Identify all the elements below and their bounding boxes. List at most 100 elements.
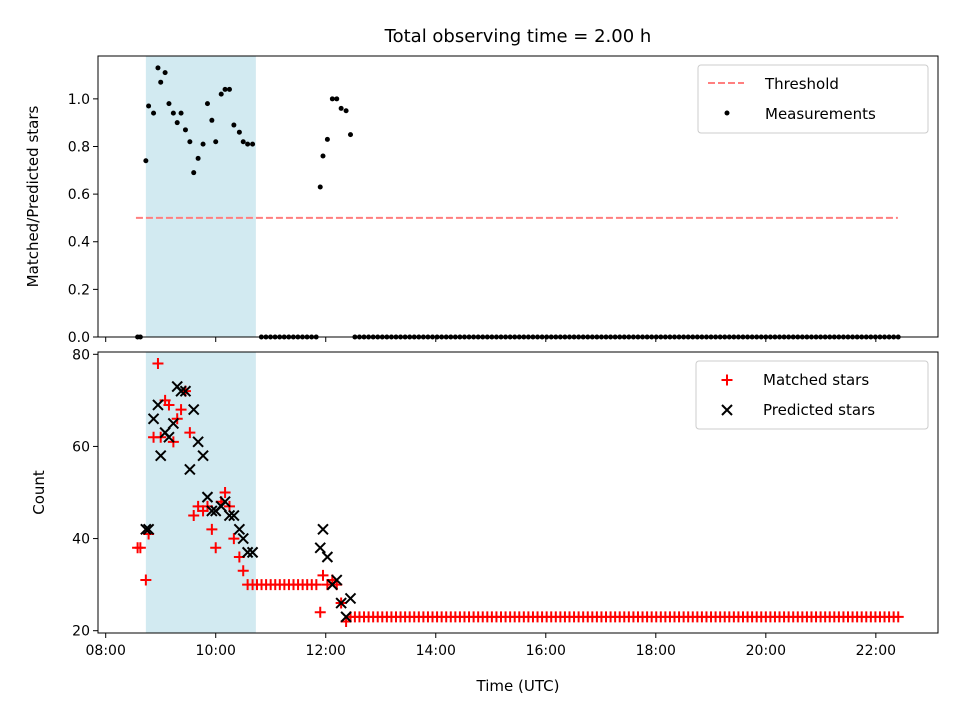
count-legend: Matched stars Predicted stars (695, 360, 929, 430)
y-tick-label: 0.8 (68, 139, 90, 155)
predicted-stars-legend-marker (721, 404, 733, 416)
measurement-point (158, 79, 164, 85)
measurement-point (250, 141, 256, 147)
count-x-ticks: 08:00 10:00 12:00 14:00 16:00 18:00 20:00 22:00 (86, 633, 896, 659)
predicted-star-point (147, 413, 160, 425)
matched-stars-legend-swatch (721, 374, 733, 386)
matched-star-point (140, 574, 152, 586)
count-marks (132, 358, 904, 627)
measurements-legend-label: Measurements (765, 105, 876, 123)
predicted-star-point (188, 403, 200, 416)
predicted-star-point (237, 532, 249, 545)
predicted-star-point (201, 491, 214, 503)
x-tick-label: 22:00 (856, 643, 896, 659)
measurement-point (231, 122, 237, 128)
matched-star-point (892, 611, 904, 623)
matched-stars-legend-label: Matched stars (763, 371, 869, 389)
predicted-star-point (317, 523, 329, 536)
measurement-point (187, 139, 193, 145)
measurement-point (334, 96, 340, 102)
matched-star-point (152, 358, 164, 370)
predicted-star-point (184, 463, 196, 476)
y-tick-label: 20 (72, 624, 90, 640)
predicted-star-point (233, 523, 246, 536)
predicted-star-point (340, 611, 352, 623)
ratio-x-ticks (105, 337, 877, 342)
matched-star-point (134, 542, 146, 554)
measurement-point (155, 65, 161, 71)
measurement-point (222, 86, 228, 92)
predicted-star-point (179, 385, 192, 397)
measurement-point (347, 132, 353, 138)
predicted-star-point (241, 546, 254, 559)
x-tick-label: 08:00 (86, 643, 126, 659)
measurement-point (236, 129, 242, 135)
predicted-star-point (163, 431, 175, 443)
measurements-legend-swatch (724, 110, 730, 116)
measurement-point (213, 139, 219, 145)
measurement-point (151, 110, 157, 116)
x-tick-label: 12:00 (306, 643, 346, 659)
predicted-star-point (223, 509, 236, 522)
x-tick-label: 16:00 (526, 643, 566, 659)
matched-star-point (228, 533, 240, 545)
measurement-point (195, 155, 201, 161)
measurement-point (240, 139, 246, 145)
matched-star-point (314, 606, 326, 618)
matched-star-point (317, 569, 329, 581)
x-tick-label: 20:00 (746, 643, 786, 659)
measurement-point (317, 184, 323, 190)
count-axes-frame (97, 351, 939, 634)
chart-title: Total observing time = 2.00 h (384, 26, 652, 47)
y-tick-label: 80 (72, 347, 90, 363)
measurement-point (245, 141, 251, 147)
measurement-point (182, 127, 188, 133)
predicted-star-point (206, 505, 218, 517)
measurement-point (200, 141, 206, 147)
measurement-point (226, 86, 232, 92)
predicted-star-point (228, 509, 240, 522)
y-tick-label: 1.0 (68, 92, 90, 108)
measurement-point (329, 96, 335, 102)
y-tick-label: 0.6 (68, 187, 90, 203)
measurement-point (191, 170, 197, 176)
predicted-star-point (314, 542, 326, 554)
matched-star-point (163, 399, 175, 411)
predicted-star-point (246, 546, 259, 559)
matched-star-point (175, 404, 187, 416)
matched-stars-legend-marker (721, 374, 733, 386)
predicted-stars-legend-swatch (721, 404, 733, 416)
ratio-y-ticks: 0.0 0.2 0.4 0.6 0.8 1.0 (68, 92, 98, 346)
x-tick-label: 18:00 (636, 643, 676, 659)
measurement-point (338, 105, 344, 111)
ratio-axes-frame (97, 55, 939, 338)
predicted-star-point (167, 417, 180, 430)
predicted-star-point (142, 523, 155, 536)
predicted-star-point (192, 436, 204, 448)
predicted-star-point (335, 597, 347, 609)
matched-star-point (188, 510, 200, 522)
measurement-point (343, 108, 349, 114)
predicted-star-point (344, 592, 357, 605)
measurement-point (170, 110, 176, 116)
ratio-panel: 0.0 0.2 0.4 0.6 0.8 1.0 Total observing time … (24, 26, 939, 346)
x-tick-label: 14:00 (416, 643, 456, 659)
predicted-star-point (140, 523, 152, 536)
count-legend-box (695, 360, 929, 430)
y-tick-label: 0.0 (68, 330, 90, 346)
count-y-ticks: 20 40 60 80 (72, 347, 98, 640)
y-tick-label: 40 (72, 532, 90, 548)
measurement-point (174, 120, 180, 126)
y-tick-label: 60 (72, 439, 90, 455)
matched-star-point (184, 427, 196, 439)
matched-star-point (206, 523, 218, 535)
measurement-point (320, 153, 326, 159)
matched-star-point (219, 487, 231, 498)
count-panel: 20 40 60 80 08:00 10:00 12:00 14:00 16:00 18:00 2… (30, 347, 939, 695)
y-tick-label: 0.2 (68, 282, 90, 298)
threshold-legend-label: Threshold (764, 75, 839, 93)
matched-star-point (210, 542, 222, 554)
measurement-point (324, 136, 330, 142)
x-tick-label: 10:00 (196, 643, 236, 659)
predicted-star-point (175, 385, 187, 397)
